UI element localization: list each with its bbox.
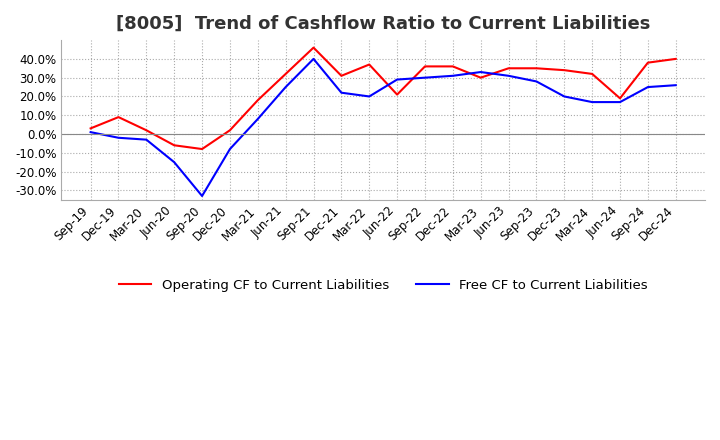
Operating CF to Current Liabilities — [588, 71, 596, 77]
Operating CF to Current Liabilities — [114, 114, 123, 120]
Free CF to Current Liabilities — [449, 73, 457, 78]
Line: Operating CF to Current Liabilities: Operating CF to Current Liabilities — [91, 48, 676, 149]
Operating CF to Current Liabilities — [393, 92, 402, 97]
Operating CF to Current Liabilities — [560, 67, 569, 73]
Operating CF to Current Liabilities — [170, 143, 179, 148]
Legend: Operating CF to Current Liabilities, Free CF to Current Liabilities: Operating CF to Current Liabilities, Fre… — [113, 273, 653, 297]
Operating CF to Current Liabilities — [672, 56, 680, 62]
Free CF to Current Liabilities — [393, 77, 402, 82]
Free CF to Current Liabilities — [114, 135, 123, 140]
Operating CF to Current Liabilities — [365, 62, 374, 67]
Free CF to Current Liabilities — [644, 84, 652, 90]
Free CF to Current Liabilities — [588, 99, 596, 105]
Operating CF to Current Liabilities — [225, 128, 234, 133]
Free CF to Current Liabilities — [365, 94, 374, 99]
Operating CF to Current Liabilities — [644, 60, 652, 65]
Free CF to Current Liabilities — [560, 94, 569, 99]
Operating CF to Current Liabilities — [86, 126, 95, 131]
Free CF to Current Liabilities — [616, 99, 624, 105]
Free CF to Current Liabilities — [477, 70, 485, 75]
Operating CF to Current Liabilities — [420, 64, 429, 69]
Operating CF to Current Liabilities — [142, 128, 150, 133]
Operating CF to Current Liabilities — [282, 71, 290, 77]
Free CF to Current Liabilities — [504, 73, 513, 78]
Free CF to Current Liabilities — [282, 84, 290, 90]
Free CF to Current Liabilities — [225, 147, 234, 152]
Free CF to Current Liabilities — [672, 83, 680, 88]
Free CF to Current Liabilities — [309, 56, 318, 62]
Operating CF to Current Liabilities — [504, 66, 513, 71]
Operating CF to Current Liabilities — [337, 73, 346, 78]
Free CF to Current Liabilities — [337, 90, 346, 95]
Free CF to Current Liabilities — [170, 160, 179, 165]
Free CF to Current Liabilities — [86, 129, 95, 135]
Free CF to Current Liabilities — [253, 116, 262, 121]
Free CF to Current Liabilities — [142, 137, 150, 142]
Free CF to Current Liabilities — [198, 193, 207, 198]
Free CF to Current Liabilities — [420, 75, 429, 81]
Operating CF to Current Liabilities — [198, 147, 207, 152]
Title: [8005]  Trend of Cashflow Ratio to Current Liabilities: [8005] Trend of Cashflow Ratio to Curren… — [116, 15, 650, 33]
Operating CF to Current Liabilities — [616, 95, 624, 101]
Free CF to Current Liabilities — [532, 79, 541, 84]
Operating CF to Current Liabilities — [309, 45, 318, 50]
Line: Free CF to Current Liabilities: Free CF to Current Liabilities — [91, 59, 676, 196]
Operating CF to Current Liabilities — [253, 98, 262, 103]
Operating CF to Current Liabilities — [449, 64, 457, 69]
Operating CF to Current Liabilities — [477, 75, 485, 81]
Operating CF to Current Liabilities — [532, 66, 541, 71]
